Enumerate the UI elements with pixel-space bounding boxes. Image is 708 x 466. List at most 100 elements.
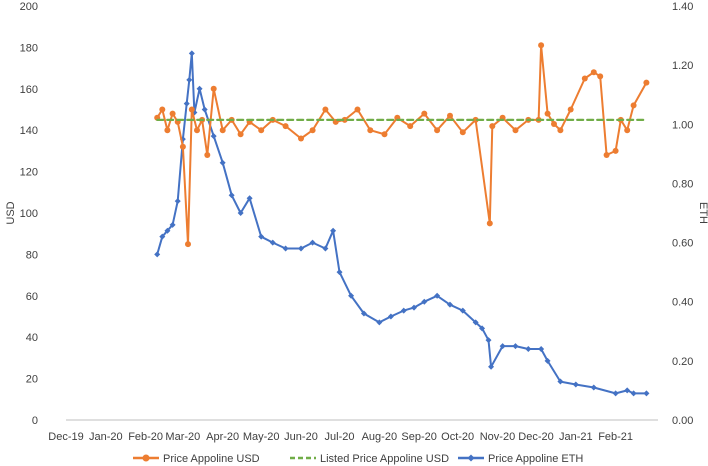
data-point-usd <box>309 127 316 134</box>
data-point-eth <box>219 159 226 166</box>
x-tick-label: Nov-20 <box>480 431 515 443</box>
data-point-usd <box>204 152 211 158</box>
data-point-eth <box>237 210 244 216</box>
data-point-eth <box>499 343 506 350</box>
data-point-usd <box>322 106 329 113</box>
y-right-tick-label: 1.40 <box>672 1 693 13</box>
data-point-eth <box>159 233 166 240</box>
data-point-usd <box>643 79 650 86</box>
data-point-usd <box>194 127 200 134</box>
data-point-usd <box>354 106 361 113</box>
data-point-eth <box>512 343 519 350</box>
data-point-usd <box>421 110 428 117</box>
data-point-eth <box>298 245 305 252</box>
data-point-usd <box>367 127 374 134</box>
data-point-usd <box>590 69 597 76</box>
data-point-eth <box>154 251 161 258</box>
data-point-usd <box>164 127 171 134</box>
y-right-tick-label: 0.60 <box>672 238 693 250</box>
y-left-tick-label: 160 <box>20 84 38 96</box>
y-left-tick-label: 180 <box>20 42 38 54</box>
y-left-tick-label: 200 <box>20 1 38 13</box>
data-point-usd <box>159 106 166 113</box>
data-point-eth <box>643 390 650 397</box>
data-point-eth <box>525 346 532 353</box>
data-point-eth <box>590 384 597 391</box>
x-tick-label: Dec-20 <box>518 431 553 443</box>
x-tick-label: Feb-20 <box>128 431 163 443</box>
data-point-usd <box>630 102 637 109</box>
data-point-usd <box>567 106 574 113</box>
data-point-usd <box>258 127 265 134</box>
data-point-eth <box>169 221 176 228</box>
y-left-tick-label: 120 <box>20 167 38 179</box>
data-point-usd <box>544 110 551 117</box>
data-point-eth <box>164 227 171 234</box>
x-tick-label: Jan-21 <box>559 431 593 443</box>
x-tick-label: Jan-20 <box>89 431 123 443</box>
legend: Price Appoline USD Listed Price Appoline… <box>133 453 583 465</box>
y-right-tick-label: 0.80 <box>672 178 693 190</box>
data-point-usd <box>612 147 619 154</box>
left-axis: 0 20 40 60 80 100 120 140 160 180 200 <box>20 1 38 427</box>
data-point-eth <box>630 390 637 397</box>
data-point-usd <box>489 123 496 130</box>
y-right-tick-label: 0.00 <box>672 415 693 427</box>
data-point-eth <box>348 292 355 299</box>
data-point-usd <box>603 152 610 158</box>
x-tick-label: Mar-20 <box>165 431 200 443</box>
data-point-usd <box>597 73 604 80</box>
legend-label-eth: Price Appoline ETH <box>488 453 583 465</box>
data-point-eth <box>557 378 564 385</box>
legend-item-usd[interactable]: Price Appoline USD <box>133 453 260 465</box>
data-point-eth <box>479 325 486 332</box>
data-point-eth <box>624 387 631 394</box>
data-point-eth <box>210 133 217 140</box>
x-tick-label: Oct-20 <box>441 431 474 443</box>
x-tick-label: Aug-20 <box>362 431 397 443</box>
data-point-eth <box>282 245 289 252</box>
y-right-tick-label: 1.20 <box>672 60 693 72</box>
data-point-usd <box>341 116 348 123</box>
data-point-eth <box>572 381 579 388</box>
data-point-usd <box>185 241 191 248</box>
legend-item-listed[interactable]: Listed Price Appoline USD <box>290 453 449 465</box>
data-point-eth <box>472 319 479 326</box>
data-point-usd <box>472 116 479 123</box>
x-tick-label: Sep-20 <box>401 431 436 443</box>
data-point-eth <box>446 301 453 308</box>
data-point-usd <box>188 106 195 113</box>
y-left-tick-label: 20 <box>26 374 38 386</box>
data-point-usd <box>581 75 588 82</box>
data-point-eth <box>400 307 407 314</box>
x-tick-label: Dec-19 <box>48 431 83 443</box>
series-line-usd <box>156 44 648 246</box>
data-point-usd <box>219 127 226 134</box>
y-left-tick-label: 80 <box>26 249 38 261</box>
data-point-usd <box>557 127 564 134</box>
data-point-eth <box>376 319 383 326</box>
x-tick-label: Apr-20 <box>206 431 239 443</box>
data-point-eth <box>459 307 466 314</box>
data-point-usd <box>538 42 545 49</box>
y-axis-right-title: ETH <box>697 202 708 224</box>
data-point-usd <box>551 121 557 127</box>
y-left-tick-label: 0 <box>32 415 38 427</box>
y-axis-left-title: USD <box>5 201 17 224</box>
data-point-usd <box>169 110 176 117</box>
y-right-tick-label: 0.40 <box>672 297 693 309</box>
data-point-eth <box>485 337 492 344</box>
legend-item-eth[interactable]: Price Appoline ETH <box>458 453 583 465</box>
y-left-tick-label: 140 <box>20 125 38 137</box>
x-axis: Dec-19 Jan-20 Feb-20 Mar-20 Apr-20 May-20 Jun-… <box>48 431 633 443</box>
data-point-eth <box>188 50 195 57</box>
y-left-tick-label: 100 <box>20 208 38 220</box>
y-right-tick-label: 1.00 <box>672 119 693 131</box>
data-point-eth <box>612 390 619 397</box>
legend-label-usd: Price Appoline USD <box>163 453 260 465</box>
right-axis: 0.00 0.20 0.40 0.60 0.80 1.00 1.20 1.40 <box>672 1 693 427</box>
x-tick-label: Jun-20 <box>284 431 318 443</box>
data-point-eth <box>330 227 337 234</box>
data-point-eth <box>411 304 418 311</box>
